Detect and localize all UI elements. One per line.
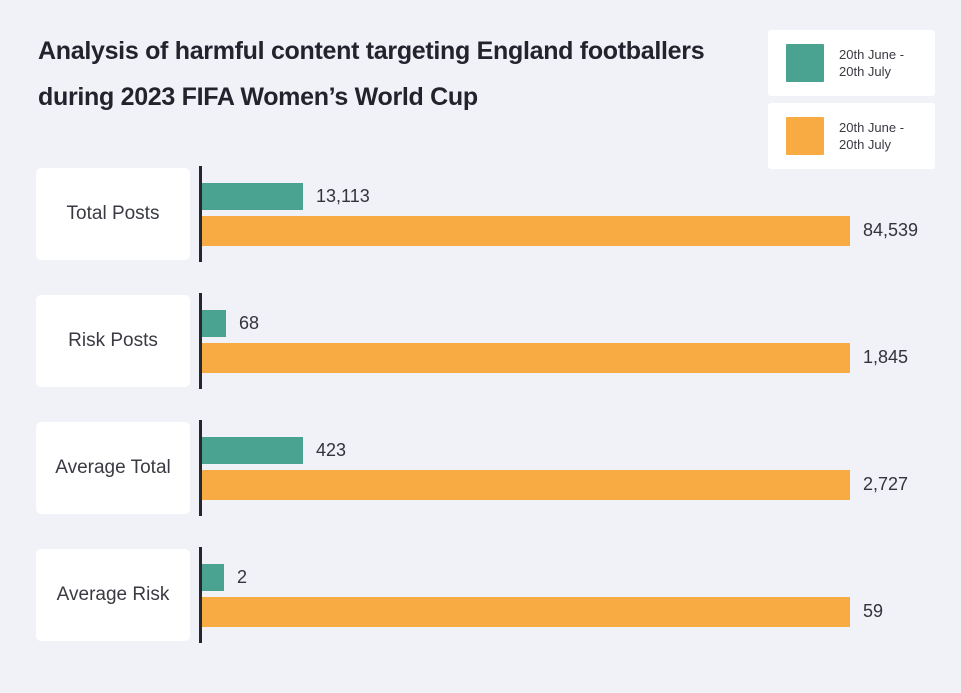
category-card: Total Posts	[36, 168, 190, 260]
bar-series2	[202, 469, 850, 500]
bar-value-label: 2	[237, 566, 248, 587]
bar-series1	[202, 309, 226, 337]
chart-row-total-posts: Total Posts 13,113 84,539	[36, 166, 956, 262]
category-label: Average Risk	[56, 584, 170, 605]
bar-chart: Total Posts 13,113 84,539 Risk Posts 68	[36, 166, 956, 676]
bar-value-label: 2,727	[863, 474, 909, 494]
legend-swatch-teal-icon	[786, 44, 824, 82]
bar-series2	[202, 342, 850, 373]
chart-title-line2: during 2023 FIFA Women’s World Cup	[38, 83, 478, 111]
chart-row-average-risk: Average Risk 2 59	[36, 547, 956, 643]
bar-value-label: 84,539	[863, 220, 919, 240]
bar-series2	[202, 596, 850, 627]
category-label: Risk Posts	[68, 330, 158, 351]
bar-series1	[202, 563, 224, 591]
bar-series1	[202, 436, 303, 464]
category-label: Total Posts	[66, 203, 160, 224]
bar-series2	[202, 215, 850, 246]
legend-item-series1: 20th June - 20th July	[768, 30, 935, 96]
category-card: Risk Posts	[36, 295, 190, 387]
axis-line	[199, 547, 202, 643]
chart-row-average-total: Average Total 423 2,727	[36, 420, 956, 516]
legend-item-series2: 20th June - 20th July	[768, 103, 935, 169]
axis-line	[199, 293, 202, 389]
axis-line	[199, 166, 202, 262]
category-card: Average Total	[36, 422, 190, 514]
legend: 20th June - 20th July 20th June - 20th J…	[768, 30, 935, 169]
bar-value-label: 13,113	[316, 185, 370, 206]
legend-swatch-orange-icon	[786, 117, 824, 155]
axis-line	[199, 420, 202, 516]
bar-value-label: 59	[863, 601, 884, 621]
legend-label-series1: 20th June - 20th July	[839, 47, 905, 79]
chart-title-line1: Analysis of harmful content targeting En…	[38, 37, 705, 65]
category-label: Average Total	[55, 457, 171, 478]
bar-value-label: 1,845	[863, 347, 909, 367]
bar-value-label: 423	[316, 439, 347, 460]
bar-value-label: 68	[239, 312, 260, 333]
chart-row-risk-posts: Risk Posts 68 1,845	[36, 293, 956, 389]
category-card: Average Risk	[36, 549, 190, 641]
chart-title: Analysis of harmful content targeting En…	[38, 28, 738, 120]
legend-label-series2: 20th June - 20th July	[839, 120, 905, 152]
bar-series1	[202, 182, 303, 210]
